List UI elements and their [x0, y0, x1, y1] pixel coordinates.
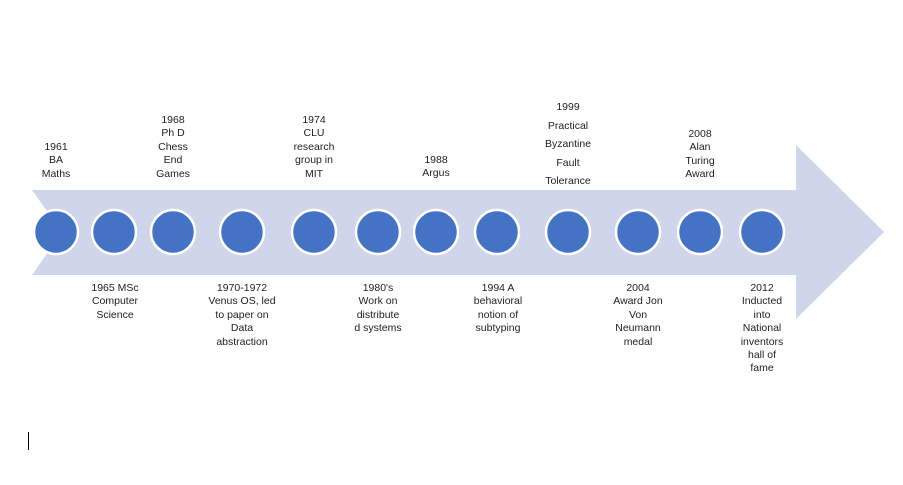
milestone-dot-4 [218, 208, 266, 256]
milestone-dot-5 [290, 208, 338, 256]
text-cursor [28, 432, 29, 450]
milestone-label-1961: 1961 BA Maths [41, 141, 71, 180]
milestone-label-1994: 1994 A behavioral notion of subtyping [473, 282, 523, 335]
milestone-dot-1 [32, 208, 80, 256]
milestone-dot-7 [412, 208, 460, 256]
milestone-label-1974: 1974 CLU research group in MIT [293, 114, 335, 180]
milestone-label-1965: 1965 MSc Computer Science [91, 282, 139, 321]
milestone-label-2012: 2012 Inducted into National inventors ha… [740, 282, 784, 375]
milestone-label-2008: 2008 Alan Turing Award [685, 128, 715, 181]
milestone-label-1988: 1988 Argus [422, 154, 450, 180]
milestone-dot-3 [149, 208, 197, 256]
milestone-dot-12 [738, 208, 786, 256]
milestone-label-2004: 2004 Award Jon Von Neumann medal [613, 282, 663, 348]
milestone-dot-10 [614, 208, 662, 256]
milestone-label-1968: 1968 Ph D Chess End Games [156, 114, 190, 180]
milestone-markers [32, 208, 786, 256]
milestone-label-1999: 1999 Practical Byzantine Fault Tolerance [544, 101, 592, 187]
milestone-label-1970: 1970-1972 Venus OS, led to paper on Data… [208, 282, 276, 348]
milestone-dot-2 [90, 208, 138, 256]
milestone-dot-9 [544, 208, 592, 256]
milestone-dot-11 [676, 208, 724, 256]
milestone-dot-6 [354, 208, 402, 256]
milestone-label-1980s: 1980's Work on distribute d systems [354, 282, 402, 335]
milestone-dot-8 [473, 208, 521, 256]
